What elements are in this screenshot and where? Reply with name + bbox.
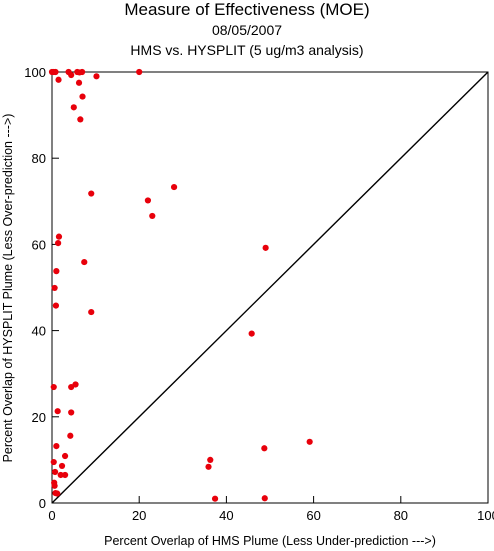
data-point <box>67 432 74 439</box>
data-point <box>88 190 95 197</box>
data-points <box>48 68 313 502</box>
data-point <box>211 495 219 502</box>
data-point <box>144 197 152 204</box>
y-tick-label: 20 <box>32 410 46 425</box>
x-axis-label: Percent Overlap of HMS Plume (Less Under… <box>104 534 436 548</box>
data-point <box>88 308 95 316</box>
y-axis-label: Percent Overlap of HYSPLIT Plume (Less O… <box>1 114 15 463</box>
data-point <box>54 490 61 497</box>
data-point <box>52 302 60 309</box>
data-point <box>262 244 269 251</box>
data-point <box>51 482 58 489</box>
data-point <box>78 68 86 76</box>
data-point <box>170 183 178 191</box>
data-point <box>61 452 69 460</box>
chart-subtitle-analysis: HMS vs. HYSPLIT (5 ug/m3 analysis) <box>130 42 364 58</box>
data-point <box>79 93 86 100</box>
data-point <box>50 458 57 466</box>
data-point <box>51 284 58 292</box>
data-point <box>55 233 63 240</box>
data-point <box>207 456 214 463</box>
data-point <box>70 104 77 111</box>
data-point <box>261 495 268 502</box>
y-tick-label: 40 <box>32 324 46 339</box>
x-tick-label: 80 <box>394 508 408 523</box>
data-point <box>75 79 83 86</box>
data-point <box>58 462 66 470</box>
x-tick-label: 20 <box>132 508 146 523</box>
chart-title: Measure of Effectiveness (MOE) <box>124 0 370 19</box>
y-tick-label: 80 <box>32 151 46 166</box>
x-tick-label: 60 <box>306 508 320 523</box>
x-tick-label: 100 <box>477 508 494 523</box>
y-axis: 0 20 40 60 80 100 <box>24 65 59 511</box>
data-point <box>68 409 75 416</box>
data-point <box>53 443 60 450</box>
data-point <box>53 268 60 275</box>
x-axis: 0 20 40 60 80 100 <box>48 496 494 523</box>
data-point <box>149 212 156 220</box>
data-point <box>136 68 143 76</box>
x-tick-label: 40 <box>219 508 233 523</box>
data-point <box>68 71 75 79</box>
data-point <box>50 383 57 391</box>
data-point <box>306 438 313 445</box>
data-point <box>81 258 88 266</box>
data-point <box>205 463 212 470</box>
data-point <box>261 445 268 452</box>
reference-diagonal-line <box>51 71 489 504</box>
y-tick-label: 0 <box>39 496 46 511</box>
data-point <box>52 68 59 76</box>
data-point <box>93 73 100 80</box>
data-point <box>77 116 84 123</box>
y-tick-label: 60 <box>32 237 46 252</box>
data-point <box>51 468 59 476</box>
data-point <box>55 240 62 247</box>
data-point <box>61 471 69 479</box>
data-point <box>72 381 79 388</box>
data-point <box>54 408 61 415</box>
data-point <box>248 330 255 337</box>
data-point <box>55 76 62 83</box>
x-tick-label: 0 <box>48 508 55 523</box>
chart-subtitle-date: 08/05/2007 <box>211 22 283 38</box>
plot-area: 0 20 40 60 80 100 0 20 40 60 80 100 <box>24 65 494 523</box>
y-tick-label: 100 <box>24 65 46 80</box>
data-point <box>57 471 64 479</box>
